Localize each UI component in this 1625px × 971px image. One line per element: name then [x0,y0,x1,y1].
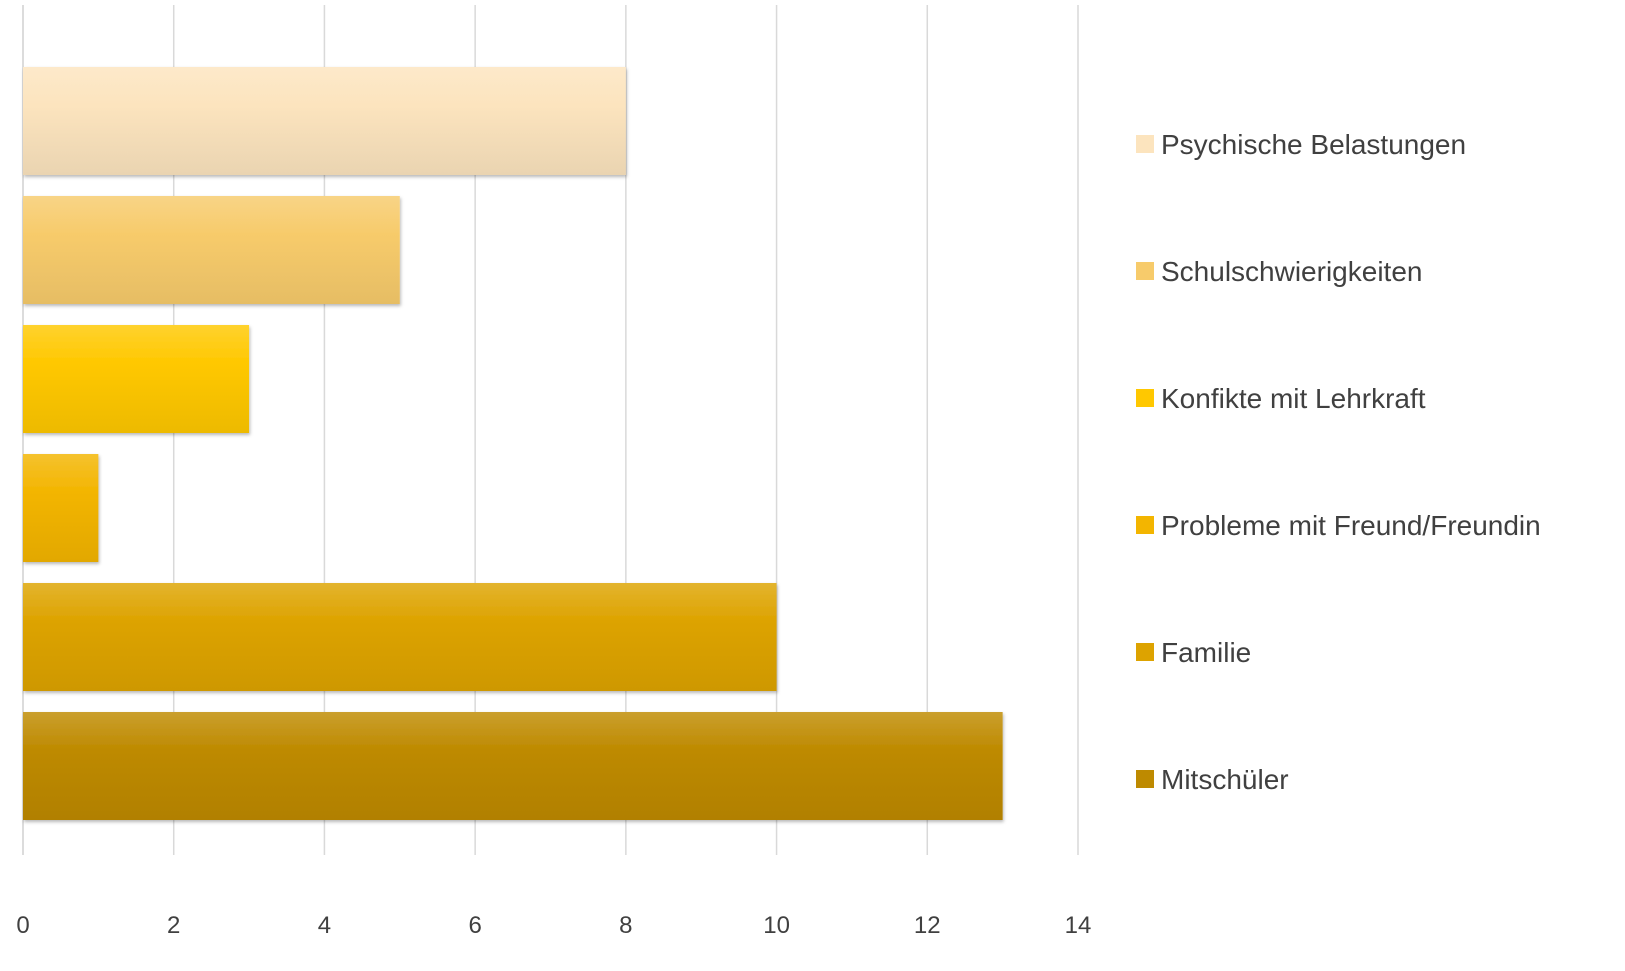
bar-4 [23,454,99,562]
legend-label-5: Familie [1161,637,1251,668]
legend-label-3: Konfikte mit Lehrkraft [1161,383,1426,414]
legend-item-1: Psychische Belastungen [1136,129,1466,160]
bar-5 [23,583,777,691]
bars [23,67,1003,820]
bar-2 [23,196,400,304]
x-axis-ticks: 0 2 4 6 8 10 12 14 [16,912,1091,939]
x-tick-label-10: 10 [763,912,790,939]
legend-label-1: Psychische Belastungen [1161,129,1466,160]
x-tick-label-6: 6 [468,912,481,939]
bar-3 [23,325,250,433]
bar-6 [23,712,1003,820]
x-tick-label-4: 4 [318,912,331,939]
legend-swatch-2 [1136,262,1154,280]
x-tick-label-8: 8 [619,912,632,939]
legend-swatch-4 [1136,516,1154,534]
bar-1 [23,67,626,175]
legend-item-3: Konfikte mit Lehrkraft [1136,383,1426,414]
legend-label-2: Schulschwierigkeiten [1161,256,1422,287]
legend-swatch-5 [1136,643,1154,661]
x-tick-label-2: 2 [167,912,180,939]
x-tick-label-14: 14 [1065,912,1092,939]
legend-swatch-3 [1136,389,1154,407]
legend-swatch-1 [1136,135,1154,153]
legend-item-2: Schulschwierigkeiten [1136,256,1422,287]
x-tick-label-0: 0 [16,912,29,939]
legend-item-6: Mitschüler [1136,764,1289,795]
legend-swatch-6 [1136,770,1154,788]
legend-item-5: Familie [1136,637,1251,668]
legend: Psychische Belastungen Schulschwierigkeit… [1136,129,1541,795]
legend-label-4: Probleme mit Freund/Freundin [1161,510,1541,541]
legend-item-4: Probleme mit Freund/Freundin [1136,510,1541,541]
legend-label-6: Mitschüler [1161,764,1289,795]
x-tick-label-12: 12 [914,912,941,939]
